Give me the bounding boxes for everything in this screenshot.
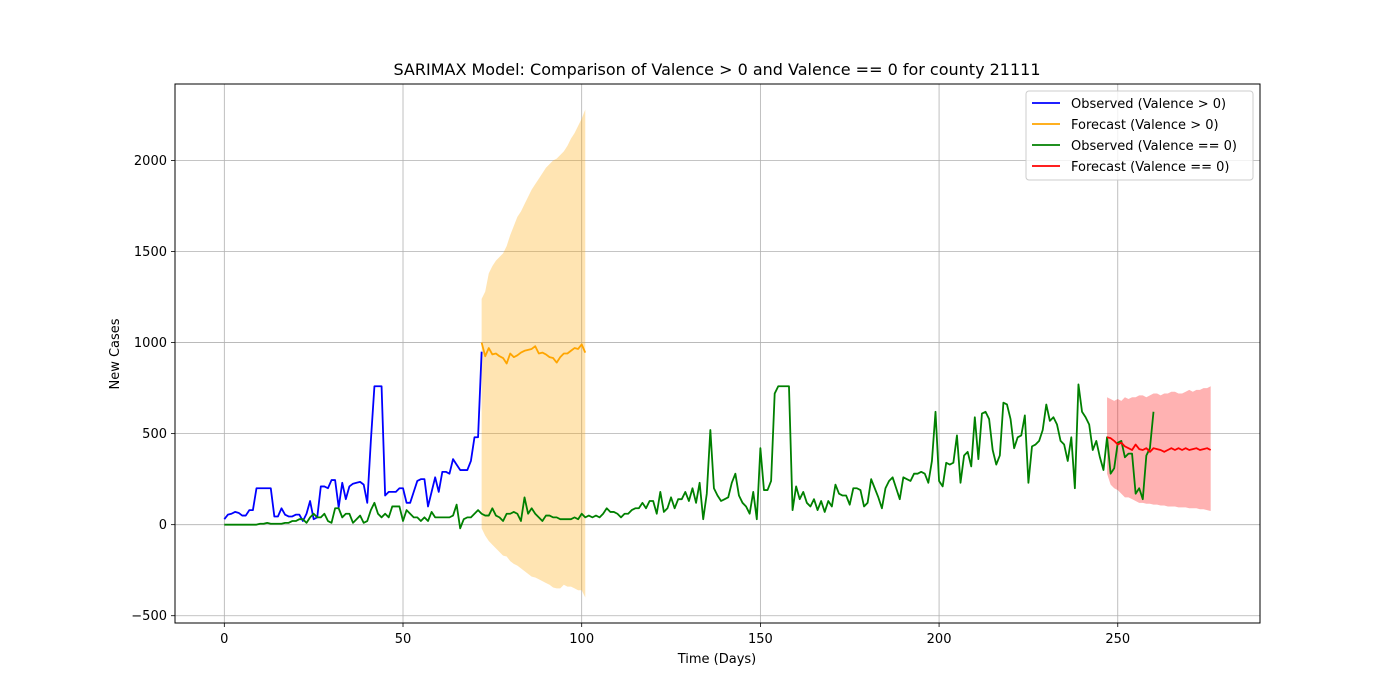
x-tick-label: 100: [569, 632, 594, 647]
series-lines: [223, 342, 1212, 530]
y-tick-label: 500: [142, 427, 167, 442]
legend-label-observed-zero: Observed (Valence == 0): [1071, 139, 1237, 154]
series-line-forecast-valence-0: [1106, 436, 1212, 453]
legend-label-forecast-zero: Forecast (Valence == 0): [1071, 160, 1229, 175]
series-line-observed-valence-0: [223, 351, 483, 522]
plot-frame: [174, 83, 1261, 624]
y-tick-label: 1000: [134, 336, 167, 351]
series-line-forecast-valence-0: [480, 342, 587, 365]
legend-box: [1025, 90, 1254, 181]
y-tick-label: −500: [131, 609, 167, 624]
legend-label-observed-pos: Observed (Valence > 0): [1071, 97, 1226, 112]
y-tick-label: 1500: [134, 245, 167, 260]
confidence-band-forecast-valence-0: [481, 109, 586, 598]
x-axis-label: Time (Days): [677, 652, 757, 667]
legend: Observed (Valence > 0) Forecast (Valence…: [1025, 90, 1254, 181]
grid: [175, 84, 1260, 623]
y-tick-label: 0: [159, 518, 167, 533]
x-tick-label: 0: [220, 632, 228, 647]
x-tick-label: 50: [395, 632, 412, 647]
series-line-observed-valence-0: [224, 383, 1155, 530]
axis-ticks: 0 50 100 150 200 250 −500 0 500 1000 1500 2000: [131, 154, 1130, 647]
y-axis-label: New Cases: [108, 318, 123, 389]
x-tick-label: 150: [748, 632, 773, 647]
chart-title: SARIMAX Model: Comparison of Valence > 0…: [393, 60, 1040, 79]
x-tick-label: 200: [927, 632, 952, 647]
y-tick-label: 2000: [134, 154, 167, 169]
legend-label-forecast-pos: Forecast (Valence > 0): [1071, 118, 1219, 133]
x-tick-label: 250: [1105, 632, 1130, 647]
